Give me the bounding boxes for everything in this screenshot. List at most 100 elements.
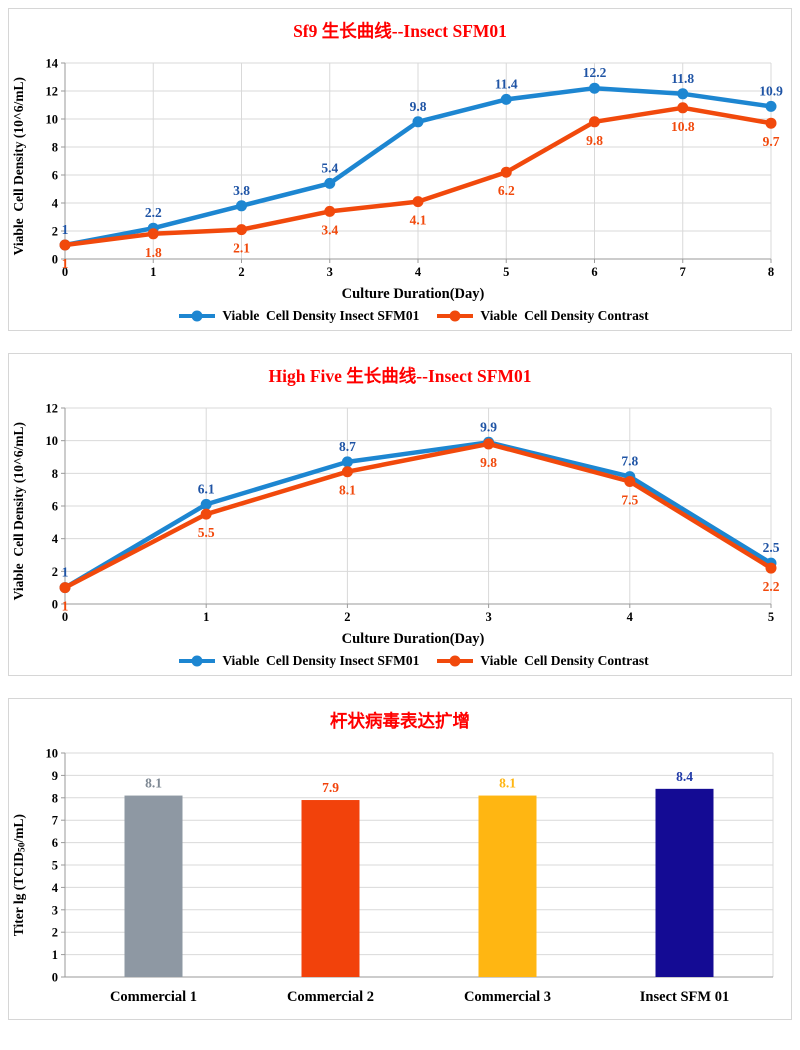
legend-label: Viable Cell Density Contrast (480, 653, 649, 668)
svg-text:2.2: 2.2 (145, 205, 162, 220)
svg-text:Commercial 1: Commercial 1 (110, 989, 197, 1005)
svg-text:8.1: 8.1 (145, 776, 162, 791)
svg-text:2.2: 2.2 (763, 579, 780, 594)
legend-highfive: Viable Cell Density Insect SFM01 Viable … (11, 653, 789, 669)
svg-text:0: 0 (62, 610, 68, 624)
legend-line-marker-icon (179, 655, 216, 667)
svg-text:10: 10 (46, 747, 59, 761)
svg-text:Commercial 3: Commercial 3 (464, 989, 551, 1005)
svg-text:7.5: 7.5 (621, 493, 638, 508)
svg-text:0: 0 (52, 971, 58, 985)
svg-text:2: 2 (52, 926, 58, 940)
svg-text:6: 6 (52, 500, 58, 514)
svg-text:5.5: 5.5 (198, 525, 215, 540)
svg-text:10.9: 10.9 (759, 83, 783, 98)
svg-text:7: 7 (680, 265, 686, 279)
svg-text:4: 4 (52, 532, 59, 546)
legend-sf9: Viable Cell Density Insect SFM01 Viable … (11, 308, 789, 324)
svg-text:12.2: 12.2 (583, 65, 607, 80)
chart-title-highfive: High Five 生长曲线--Insect SFM01 (268, 366, 532, 386)
svg-text:8.1: 8.1 (499, 776, 516, 791)
chart-panel-sf9: Sf9 生长曲线--Insect SFM01 Viable Cell Densi… (8, 8, 792, 331)
svg-text:8.7: 8.7 (339, 439, 356, 454)
svg-text:6: 6 (52, 836, 58, 850)
legend-label: Viable Cell Density Insect SFM01 (222, 308, 420, 323)
svg-text:10: 10 (46, 113, 59, 127)
svg-text:0: 0 (52, 253, 58, 267)
chart-title-sf9: Sf9 生长曲线--Insect SFM01 (293, 21, 507, 41)
svg-text:8: 8 (52, 791, 58, 805)
svg-text:8.1: 8.1 (339, 483, 356, 498)
svg-text:10: 10 (46, 434, 59, 448)
svg-text:7.8: 7.8 (621, 454, 638, 469)
legend-item-contrast: Viable Cell Density Contrast (435, 308, 649, 324)
svg-text:9.8: 9.8 (480, 455, 497, 470)
svg-text:9.7: 9.7 (763, 134, 780, 149)
svg-text:9: 9 (52, 769, 58, 783)
svg-text:2.1: 2.1 (233, 241, 250, 256)
svg-text:2: 2 (238, 265, 244, 279)
chart-panel-titer: 杆状病毒表达扩增 Titer lg (TCID50/mL) 0 1 2 3 4 5 6 7 8 9… (8, 698, 792, 1020)
svg-text:5: 5 (768, 610, 774, 624)
svg-text:4: 4 (52, 197, 59, 211)
svg-text:2.5: 2.5 (763, 540, 780, 555)
svg-text:4: 4 (52, 881, 59, 895)
svg-text:0: 0 (52, 598, 58, 612)
svg-text:1: 1 (150, 265, 156, 279)
svg-text:3.4: 3.4 (321, 222, 338, 237)
svg-text:Commercial 2: Commercial 2 (287, 989, 374, 1005)
legend-item-sfm01: Viable Cell Density Insect SFM01 (177, 653, 419, 669)
svg-text:Insect SFM 01: Insect SFM 01 (640, 989, 729, 1005)
svg-text:3.8: 3.8 (233, 183, 250, 198)
svg-text:5.4: 5.4 (321, 160, 338, 175)
svg-text:6.1: 6.1 (198, 481, 215, 496)
y-axis-label-highfive: Viable Cell Density (10^6/mL) (11, 421, 26, 601)
legend-label: Viable Cell Density Insect SFM01 (222, 653, 420, 668)
svg-text:14: 14 (46, 57, 59, 71)
svg-text:4.1: 4.1 (410, 213, 427, 228)
svg-text:1: 1 (62, 256, 69, 271)
svg-text:1.8: 1.8 (145, 245, 162, 260)
svg-text:8.4: 8.4 (676, 769, 693, 784)
svg-text:5: 5 (503, 265, 509, 279)
svg-text:8: 8 (768, 265, 774, 279)
svg-text:6: 6 (52, 169, 58, 183)
svg-text:10.8: 10.8 (671, 119, 695, 134)
svg-text:7: 7 (52, 814, 58, 828)
svg-text:3: 3 (327, 265, 333, 279)
svg-text:2: 2 (52, 225, 58, 239)
svg-text:6: 6 (591, 265, 597, 279)
legend-line-marker-icon (179, 310, 216, 322)
bar-chart-titer: 0 1 2 3 4 5 6 7 8 9 10 8.1 Commercial 1 7.9 Commercial… (46, 747, 774, 1005)
y-axis-label-sf9: Viable Cell Density (10^6/mL) (11, 76, 26, 256)
svg-text:8: 8 (52, 467, 58, 481)
svg-text:9.8: 9.8 (410, 99, 427, 114)
chart-panel-highfive: High Five 生长曲线--Insect SFM01 Viable Cell… (8, 353, 792, 676)
legend-line-marker-icon (437, 655, 474, 667)
svg-text:3: 3 (485, 610, 491, 624)
svg-text:2: 2 (344, 610, 350, 624)
x-axis-label-sf9: Culture Duration(Day) (341, 286, 485, 302)
svg-text:11.4: 11.4 (495, 76, 518, 91)
line-chart-highfive: 0 1 2 3 4 502468101216.18.79.97.82.515.58.19.… (46, 402, 780, 625)
legend-item-sfm01: Viable Cell Density Insect SFM01 (177, 308, 419, 324)
legend-label: Viable Cell Density Contrast (480, 308, 649, 323)
svg-text:4: 4 (415, 265, 422, 279)
legend-item-contrast: Viable Cell Density Contrast (435, 653, 649, 669)
x-axis-label-highfive: Culture Duration(Day) (341, 631, 485, 647)
svg-text:1: 1 (62, 565, 69, 580)
svg-text:11.8: 11.8 (671, 71, 694, 86)
svg-text:12: 12 (46, 402, 59, 416)
line-chart-sf9: 0 1 2 3 4 5 6 7 80246810121412.23.85.49.811.412.… (46, 57, 784, 280)
svg-text:1: 1 (62, 599, 69, 614)
svg-text:9.8: 9.8 (586, 133, 603, 148)
svg-text:3: 3 (52, 903, 58, 917)
chart-title-titer: 杆状病毒表达扩增 (330, 711, 470, 731)
y-axis-label-titer: Titer lg (TCID50/mL) (11, 813, 28, 937)
legend-line-marker-icon (437, 310, 474, 322)
svg-text:4: 4 (627, 610, 634, 624)
svg-text:5: 5 (52, 859, 58, 873)
svg-text:2: 2 (52, 565, 58, 579)
svg-text:9.9: 9.9 (480, 419, 497, 434)
svg-text:0: 0 (62, 265, 68, 279)
